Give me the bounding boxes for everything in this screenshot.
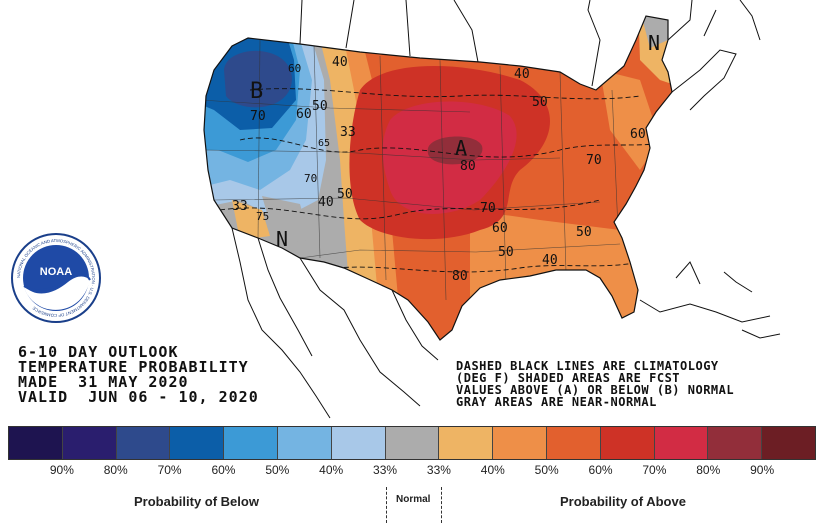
boundary-lines — [231, 0, 781, 419]
contour-label: 50 — [576, 225, 592, 240]
legend-swatch — [439, 427, 494, 459]
note-line: (DEG F) SHADED AREAS ARE FCST — [456, 371, 681, 385]
header-line: MADE 31 MAY 2020 — [18, 373, 189, 391]
noaa-logo-text: NOAA — [40, 266, 72, 278]
header-line: VALID JUN 06 - 10, 2020 — [18, 388, 259, 406]
legend-tick-label: 80% — [696, 463, 721, 477]
legend-tick-label: 40% — [319, 463, 344, 477]
legend-tick-label: 90% — [49, 463, 74, 477]
contour-label: 60 — [296, 107, 312, 122]
normal-label-east: N — [648, 31, 660, 55]
legend-swatch — [708, 427, 763, 459]
legend-swatch — [116, 427, 171, 459]
legend-swatch — [600, 427, 655, 459]
legend-swatch — [9, 427, 63, 459]
legend-swatch — [546, 427, 601, 459]
contour-label: 50 — [337, 187, 353, 202]
probability-shading — [204, 16, 672, 340]
legend-tick-label: 33% — [426, 463, 451, 477]
map-labels: B A N N 40 60 70 60 50 33 65 70 50 40 33… — [232, 31, 660, 284]
note-line: DASHED BLACK LINES ARE CLIMATOLOGY — [456, 359, 719, 373]
contour-label: 40 — [514, 67, 530, 82]
legend-below-label: Probability of Below — [134, 494, 259, 509]
legend-tick-label: 40% — [480, 463, 505, 477]
header-line: TEMPERATURE PROBABILITY — [18, 358, 249, 376]
contour-label: 75 — [256, 210, 269, 223]
legend-tick-label: 70% — [157, 463, 182, 477]
noaa-logo: NOAA NATIONAL OCEANIC AND ATMOSPHERIC AD… — [11, 233, 101, 323]
contour-label: 60 — [288, 62, 301, 75]
contour-label: 50 — [312, 99, 328, 114]
legend-tick-label: 70% — [642, 463, 667, 477]
contour-label: 33 — [340, 125, 356, 140]
normal-label-west: N — [276, 227, 288, 251]
legend-swatch — [277, 427, 332, 459]
contour-label: 70 — [586, 153, 602, 168]
contour-label: 65 — [318, 138, 330, 149]
legend-tick-label: 80% — [103, 463, 128, 477]
legend-tick-label: 33% — [373, 463, 398, 477]
contour-label: 40 — [332, 55, 348, 70]
header-line: 6-10 DAY OUTLOOK — [18, 343, 179, 361]
contour-label: 60 — [630, 127, 646, 142]
contour-label: 80 — [460, 159, 476, 174]
contour-label: 70 — [250, 109, 266, 124]
state-boundaries — [204, 39, 621, 301]
contour-label: 40 — [318, 195, 334, 210]
legend-normal-label: Normal — [396, 494, 431, 505]
legend-swatch — [170, 427, 225, 459]
legend-swatch — [224, 427, 278, 459]
note-line: GRAY AREAS ARE NEAR-NORMAL — [456, 395, 657, 409]
above-center-label: A — [455, 136, 467, 160]
us-outline — [203, 15, 673, 341]
contour-label: 60 — [492, 221, 508, 236]
legend-color-bar — [8, 426, 816, 460]
legend-tick-label: 90% — [750, 463, 775, 477]
legend-above-label: Probability of Above — [560, 494, 686, 509]
legend-tick-label: 50% — [265, 463, 290, 477]
legend-swatch — [62, 427, 117, 459]
contour-label: 40 — [542, 253, 558, 268]
legend-tick-label: 60% — [211, 463, 236, 477]
contour-label: 33 — [232, 199, 248, 214]
climatology-lines — [219, 88, 672, 273]
contour-label: 50 — [532, 95, 548, 110]
contour-label: 80 — [452, 269, 468, 284]
contour-label: 70 — [480, 201, 496, 216]
legend-tick-label: 60% — [588, 463, 613, 477]
legend-swatch — [331, 427, 386, 459]
contour-label: 50 — [498, 245, 514, 260]
outlook-header: 6-10 DAY OUTLOOK TEMPERATURE PROBABILITY M… — [18, 345, 259, 405]
legend-swatch — [762, 427, 815, 459]
map-note: DASHED BLACK LINES ARE CLIMATOLOGY (DEG F… — [456, 360, 734, 408]
legend-normal-bracket — [386, 487, 442, 523]
contour-label: 70 — [304, 172, 317, 185]
legend-swatch — [385, 427, 440, 459]
legend-swatch — [654, 427, 709, 459]
legend-tick-label: 50% — [534, 463, 559, 477]
legend-swatch — [493, 427, 547, 459]
note-line: VALUES ABOVE (A) OR BELOW (B) NORMAL — [456, 383, 735, 397]
below-center-label: B — [250, 79, 263, 104]
